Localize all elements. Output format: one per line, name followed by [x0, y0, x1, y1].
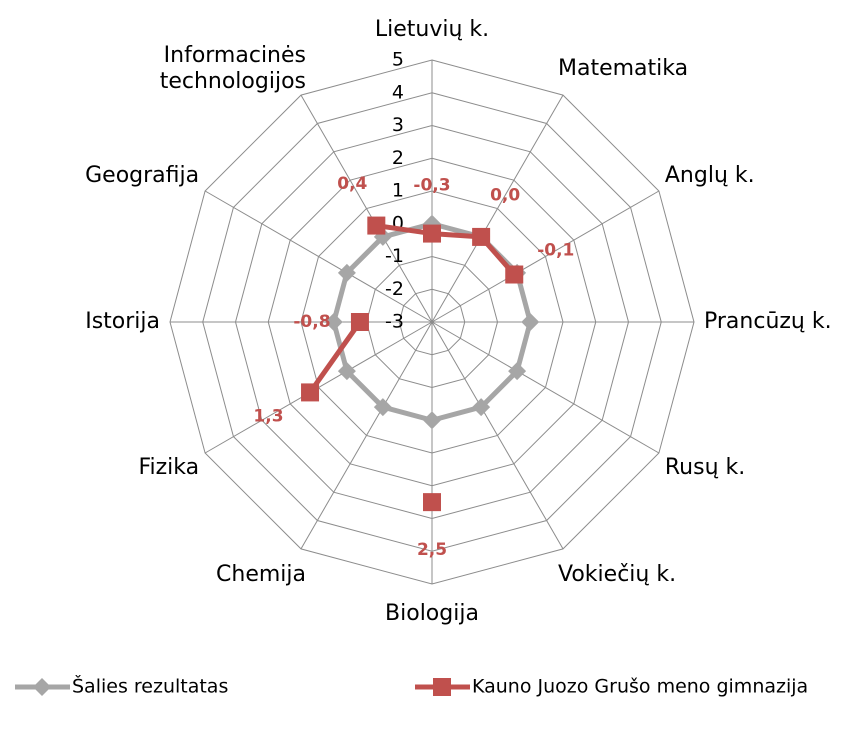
tick-label: 3 [392, 114, 404, 136]
category-label: Chemija [216, 562, 306, 587]
marker [337, 263, 356, 282]
category-label: Fizika [138, 455, 199, 480]
tick-label: 4 [392, 81, 404, 103]
marker [505, 265, 524, 284]
legend-marker [433, 678, 451, 696]
series-line [373, 223, 435, 237]
marker [423, 411, 441, 430]
value-label: 0,0 [490, 185, 520, 205]
category-label: Lietuvių k. [375, 17, 489, 42]
tick-label: -2 [385, 278, 404, 300]
value-label: 1,3 [253, 406, 283, 426]
category-label: Anglų k. [665, 163, 755, 188]
category-label: Matematika [558, 56, 688, 81]
value-label: 2,5 [417, 540, 447, 560]
spoke [204, 190, 433, 323]
marker [301, 383, 320, 402]
marker [472, 398, 491, 417]
marker [472, 227, 491, 246]
category-label: Biologija [385, 601, 479, 626]
tick-label: -1 [385, 245, 404, 267]
tick-label: 2 [392, 147, 404, 169]
legend-label: Šalies rezultatas [72, 674, 228, 698]
legend-marker [33, 678, 51, 696]
marker [324, 313, 343, 331]
spoke [431, 321, 564, 550]
marker [508, 362, 527, 381]
marker [373, 398, 392, 417]
value-label: -0,1 [537, 241, 574, 261]
series-line [514, 319, 533, 374]
marker [423, 224, 441, 243]
marker [337, 362, 356, 381]
spoke [300, 94, 433, 323]
spoke [431, 190, 660, 323]
spoke [431, 321, 660, 454]
category-line: Informacinės [164, 43, 306, 68]
category-label: Informacinės technologijos [160, 43, 306, 94]
series-line [478, 368, 520, 410]
value-label: -0,8 [293, 312, 330, 332]
series-line [380, 404, 435, 423]
series-line [331, 270, 350, 325]
category-line: technologijos [160, 69, 306, 94]
category-label: Istorija [85, 309, 160, 334]
tick-label: 5 [392, 49, 404, 71]
spoke [300, 321, 433, 550]
series-line [429, 404, 484, 423]
marker [521, 313, 540, 331]
category-label: Vokiečių k. [558, 562, 676, 587]
category-label: Prancūzų k. [704, 309, 832, 334]
marker [367, 216, 386, 235]
value-label: -0,3 [413, 176, 450, 196]
spoke [431, 94, 564, 323]
series [301, 216, 524, 512]
series-line [344, 234, 386, 276]
marker [350, 313, 369, 331]
series-line [344, 368, 386, 410]
marker [423, 493, 441, 512]
series-line [307, 319, 363, 395]
tick-label: -3 [385, 311, 404, 333]
legend-label: Kauno Juozo Grušo meno gimnazija [472, 676, 808, 698]
tick-label: 1 [392, 180, 404, 202]
value-label: 0,4 [337, 174, 367, 194]
category-label: Rusų k. [665, 455, 745, 480]
category-label: Geografija [85, 163, 199, 188]
